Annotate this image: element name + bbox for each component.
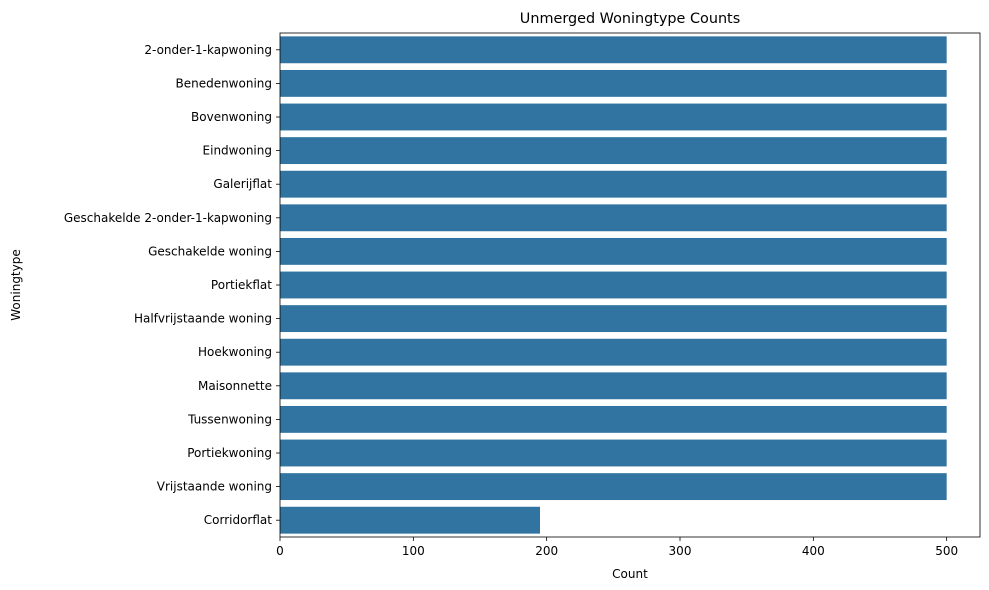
x-tick-label: 500 [935, 544, 958, 558]
bars [280, 36, 947, 534]
y-tick-label: Portiekflat [211, 278, 272, 292]
bar [280, 338, 947, 366]
x-tick-label: 200 [535, 544, 558, 558]
x-axis-ticks: 0 100 200 300 400 500 [276, 537, 958, 558]
bar [280, 69, 947, 97]
y-tick-label: Galerijflat [213, 177, 272, 191]
y-tick-label: Portiekwoning [187, 446, 272, 460]
x-tick-label: 100 [402, 544, 425, 558]
y-tick-label: Maisonnette [198, 379, 272, 393]
x-axis-title: Count [612, 567, 648, 581]
y-tick-label: Benedenwoning [175, 76, 272, 90]
bar [280, 372, 947, 400]
bar [280, 405, 947, 433]
bar [280, 506, 540, 534]
x-tick-label: 0 [276, 544, 284, 558]
y-tick-label: Tussenwoning [187, 412, 272, 426]
bar [280, 103, 947, 131]
y-tick-label: Bovenwoning [191, 110, 272, 124]
bar [280, 137, 947, 165]
y-axis-title: Woningtype [9, 249, 23, 320]
y-tick-label: Eindwoning [203, 144, 272, 158]
y-tick-label: Geschakelde woning [148, 244, 272, 258]
x-tick-label: 300 [669, 544, 692, 558]
y-tick-label: Halfvrijstaande woning [134, 312, 272, 326]
chart-title: Unmerged Woningtype Counts [520, 11, 740, 27]
bar [280, 305, 947, 333]
y-tick-label: 2-onder-1-kapwoning [144, 43, 272, 57]
bar [280, 204, 947, 232]
bar [280, 237, 947, 265]
bar [280, 170, 947, 198]
plot-frame [279, 32, 981, 538]
y-tick-label: Vrijstaande woning [157, 480, 272, 494]
bar [280, 36, 947, 64]
y-tick-label: Corridorflat [204, 513, 273, 527]
x-tick-label: 400 [802, 544, 825, 558]
bar [280, 473, 947, 501]
y-tick-label: Geschakelde 2-onder-1-kapwoning [64, 211, 272, 225]
y-tick-label: Hoekwoning [198, 345, 272, 359]
bar [280, 271, 947, 299]
y-axis-ticks: 2-onder-1-kapwoning Benedenwoning Bovenwon… [64, 43, 280, 527]
bar [280, 439, 947, 467]
